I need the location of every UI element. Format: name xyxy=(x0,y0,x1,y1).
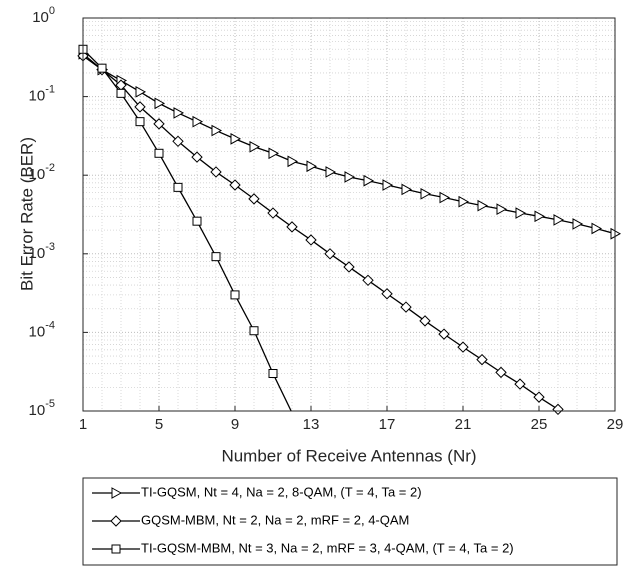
marker xyxy=(268,147,280,160)
y-tick-label: 10-3 xyxy=(29,241,55,262)
marker xyxy=(401,183,413,196)
marker xyxy=(363,174,375,187)
marker xyxy=(477,199,489,212)
y-tick-label: 10-2 xyxy=(29,162,55,183)
axes-box xyxy=(82,17,616,412)
y-tick-base: 10 xyxy=(29,245,46,262)
x-tick-label: 17 xyxy=(379,416,396,433)
legend-label: TI-GQSM-MBM, Nt = 3, Na = 2, mRF = 3, 4-… xyxy=(141,540,514,555)
marker xyxy=(344,171,356,183)
marker xyxy=(552,403,564,416)
marker xyxy=(230,290,240,300)
marker xyxy=(173,182,183,192)
marker xyxy=(439,191,451,204)
marker xyxy=(248,193,260,205)
y-tick-base: 10 xyxy=(32,9,49,26)
marker xyxy=(211,124,223,137)
marker xyxy=(249,140,261,153)
x-tick-label: 21 xyxy=(455,416,472,433)
marker xyxy=(111,487,123,499)
marker xyxy=(495,366,507,379)
marker xyxy=(191,151,203,163)
marker xyxy=(229,179,241,191)
marker xyxy=(514,378,526,390)
x-tick-label: 25 xyxy=(531,416,548,433)
legend-box xyxy=(82,477,618,566)
y-tick-base: 10 xyxy=(29,166,46,183)
legend-label: GQSM-MBM, Nt = 2, Na = 2, mRF = 2, 4-QAM xyxy=(141,512,409,527)
marker xyxy=(438,328,450,340)
y-tick-base: 10 xyxy=(29,402,46,419)
marker xyxy=(111,544,121,554)
marker xyxy=(534,210,546,223)
marker xyxy=(210,166,222,178)
marker xyxy=(154,97,166,110)
x-tick-label: 1 xyxy=(79,416,87,433)
marker xyxy=(172,135,184,148)
legend-label: TI-GQSM, Nt = 4, Na = 2, 8-QAM, (T = 4, … xyxy=(141,484,422,499)
y-tick-power: -5 xyxy=(45,398,55,410)
x-tick-label: 5 xyxy=(155,416,163,433)
marker xyxy=(211,252,221,262)
marker xyxy=(381,288,393,300)
marker xyxy=(591,222,603,235)
y-tick-label: 10-1 xyxy=(29,84,55,105)
x-axis-label: Number of Receive Antennas (Nr) xyxy=(221,446,476,465)
marker xyxy=(400,301,412,313)
marker xyxy=(135,85,147,98)
marker xyxy=(457,341,469,353)
marker xyxy=(154,148,164,158)
marker xyxy=(110,515,122,527)
marker xyxy=(287,155,299,168)
x-tick-label: 13 xyxy=(303,416,320,433)
marker xyxy=(306,160,318,173)
y-tick-base: 10 xyxy=(29,323,46,340)
y-axis-label: Bit Error Rate (BER) xyxy=(17,137,36,291)
marker xyxy=(419,315,431,327)
marker xyxy=(192,115,204,128)
y-tick-power: -3 xyxy=(45,241,55,253)
y-tick-base: 10 xyxy=(29,88,46,105)
marker xyxy=(533,391,545,403)
marker xyxy=(153,118,165,130)
marker xyxy=(343,261,355,273)
marker xyxy=(572,218,584,230)
x-tick-label: 9 xyxy=(231,416,239,433)
marker xyxy=(135,117,145,127)
marker xyxy=(553,214,565,226)
marker xyxy=(230,133,242,145)
marker xyxy=(324,248,336,260)
marker xyxy=(192,216,202,226)
marker xyxy=(515,207,527,219)
y-tick-power: -2 xyxy=(45,162,55,174)
marker xyxy=(267,207,279,219)
y-tick-power: -1 xyxy=(45,84,55,96)
marker xyxy=(325,166,337,178)
marker xyxy=(420,187,432,200)
marker xyxy=(362,274,374,287)
marker xyxy=(476,353,488,366)
marker xyxy=(116,88,126,98)
marker xyxy=(134,101,146,113)
marker xyxy=(458,195,470,208)
marker xyxy=(97,63,107,73)
y-tick-label: 10-5 xyxy=(29,398,55,419)
marker xyxy=(173,107,185,119)
marker xyxy=(268,368,278,378)
marker xyxy=(496,203,508,215)
y-tick-power: -4 xyxy=(45,319,55,331)
y-tick-power: 0 xyxy=(49,5,55,17)
x-tick-label: 29 xyxy=(607,416,624,433)
marker xyxy=(382,179,394,191)
marker xyxy=(305,234,317,246)
marker xyxy=(286,221,298,233)
y-tick-label: 10-4 xyxy=(29,319,55,340)
y-tick-label: 100 xyxy=(32,5,55,26)
marker xyxy=(249,326,259,336)
